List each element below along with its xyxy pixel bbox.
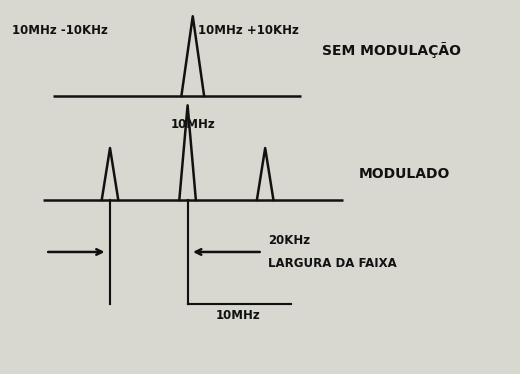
Text: MODULADO: MODULADO <box>358 167 450 181</box>
Text: 10MHz +10KHz: 10MHz +10KHz <box>198 24 299 37</box>
Text: 10MHz: 10MHz <box>216 309 261 322</box>
Text: 10MHz -10KHz: 10MHz -10KHz <box>12 24 108 37</box>
Text: 10MHz: 10MHz <box>171 118 215 131</box>
Text: SEM MODULAÇÃO: SEM MODULAÇÃO <box>322 42 461 58</box>
Text: 20KHz: 20KHz <box>268 234 310 247</box>
Text: LARGURA DA FAIXA: LARGURA DA FAIXA <box>268 257 397 270</box>
